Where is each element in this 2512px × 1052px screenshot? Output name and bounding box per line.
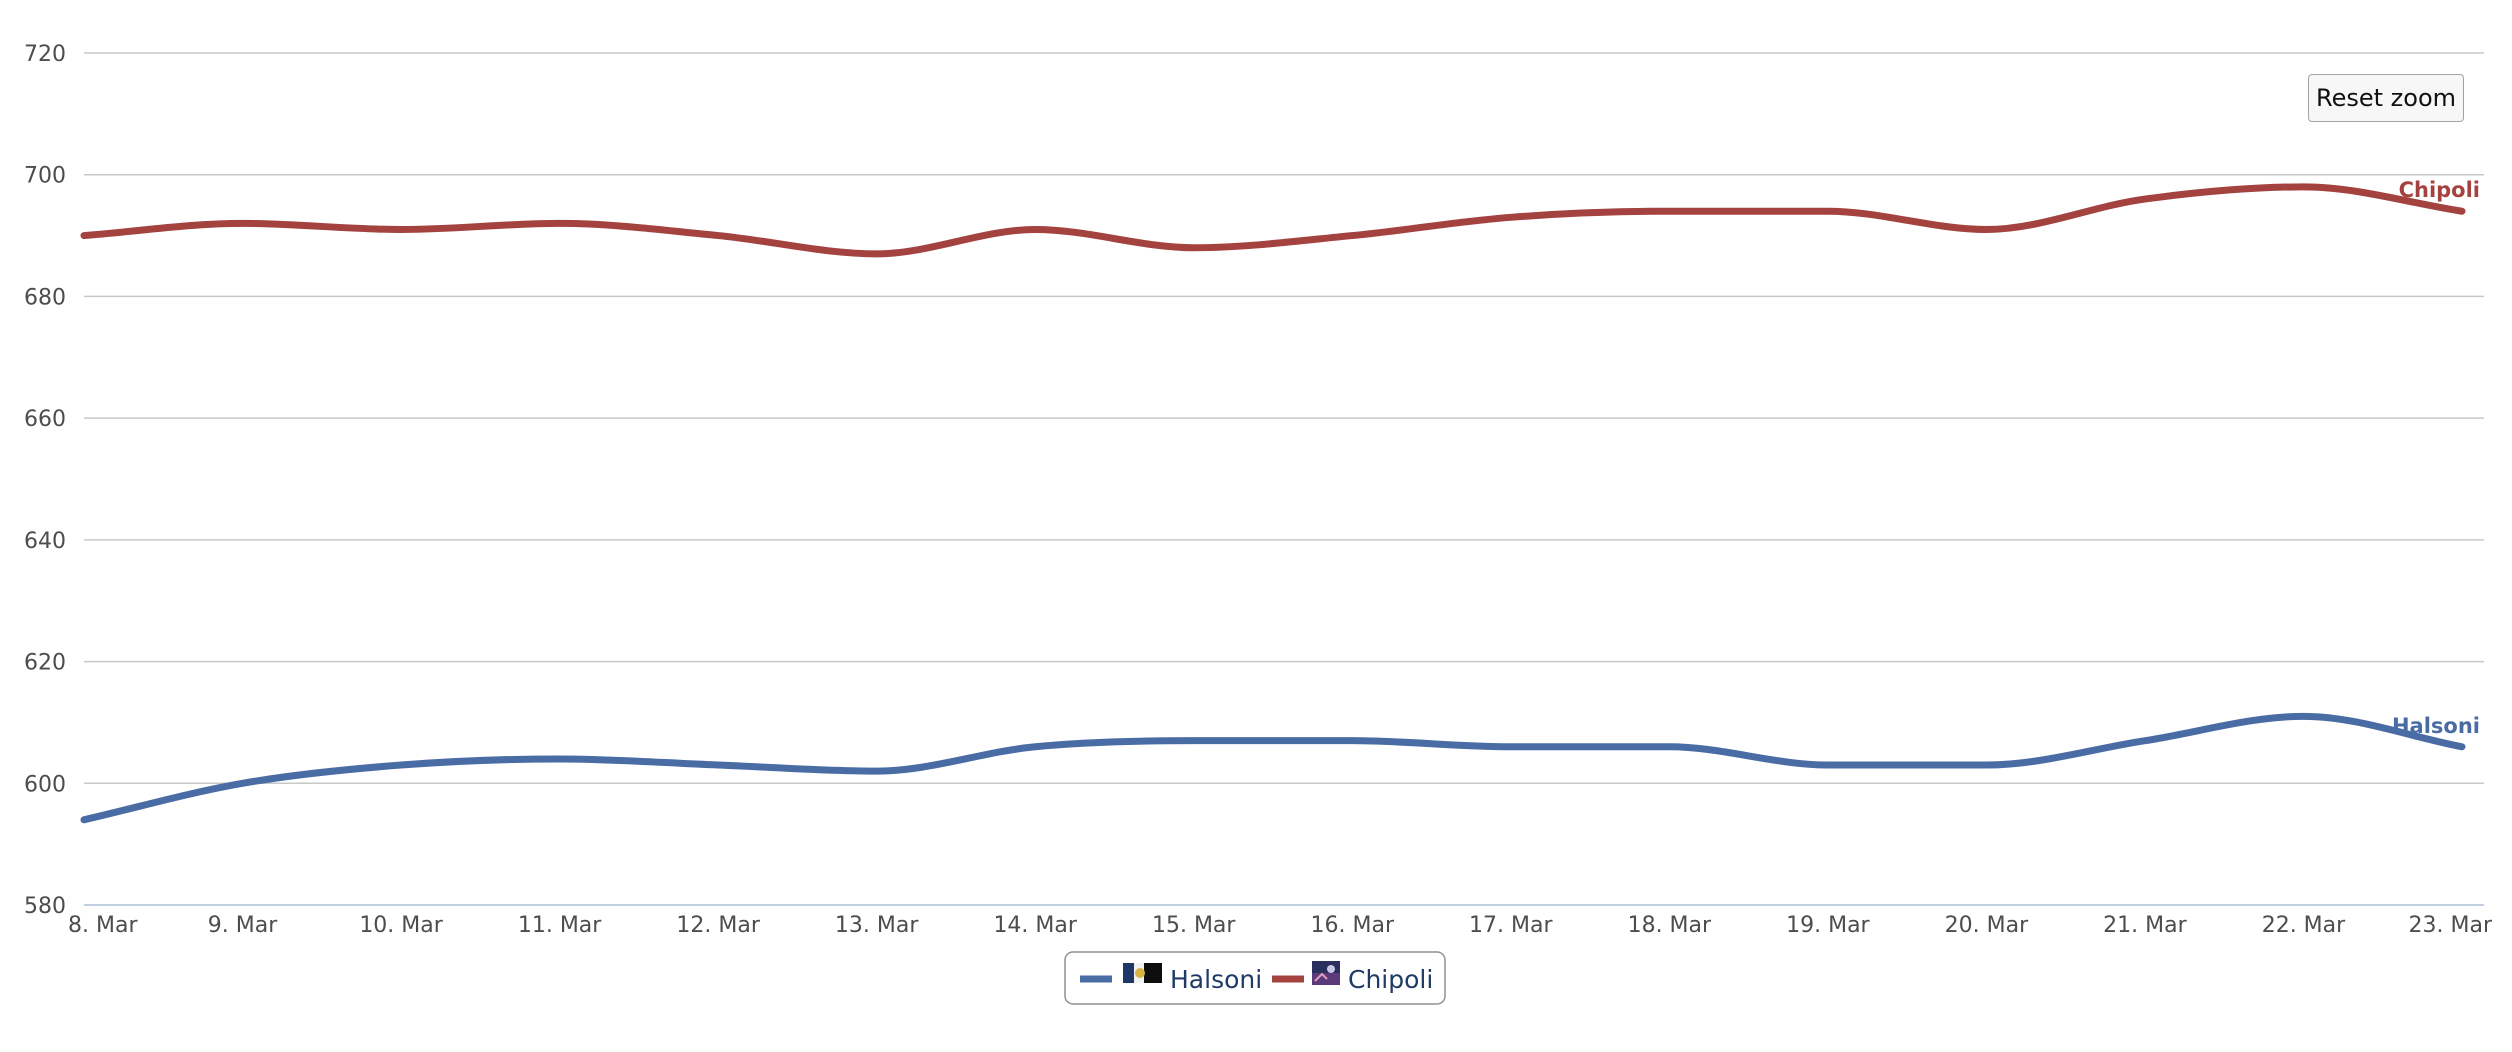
y-tick-label: 720 [24,42,66,67]
y-tick-label: 680 [24,285,66,310]
x-tick-label: 11. Mar [518,913,602,938]
x-tick-label: 13. Mar [835,913,919,938]
y-tick-label: 660 [24,407,66,432]
y-tick-label: 600 [24,772,66,797]
flag-icon [1123,963,1162,983]
x-tick-label: 15. Mar [1152,913,1236,938]
gridlines [84,52,2484,785]
reset-zoom-button[interactable]: Reset zoom [2308,74,2464,122]
legend-label: Chipoli [1348,965,1433,994]
y-tick-label: 580 [24,894,66,919]
x-tick-label: 14. Mar [993,913,1077,938]
x-tick-label: 18. Mar [1628,913,1712,938]
x-tick-label: 21. Mar [2103,913,2187,938]
series-end-labels: Halsoni Chipoli [2392,178,2480,738]
x-tick-label: 23. Mar [2409,913,2493,938]
legend-item-halsoni[interactable]: Halsoni [1080,963,1262,994]
series-lines [80,183,2466,824]
x-tick-label: 19. Mar [1786,913,1870,938]
y-axis: 580 600 620 640 660 680 700 720 [24,42,66,919]
x-tick-label: 17. Mar [1469,913,1553,938]
series-end-label: Halsoni [2392,714,2480,738]
x-tick-label: 12. Mar [676,913,760,938]
legend-item-chipoli[interactable]: Chipoli [1272,961,1433,994]
y-tick-label: 620 [24,651,66,676]
x-axis-tick-labels: 8. Mar 9. Mar 10. Mar 11. Mar 12. Mar 13. Mar… [68,913,2493,938]
x-tick-label: 20. Mar [1945,913,2029,938]
x-tick-label: 8. Mar [68,913,138,938]
x-tick-label: 9. Mar [208,913,278,938]
x-tick-label: 10. Mar [359,913,443,938]
y-tick-label: 640 [24,529,66,554]
x-tick-label: 22. Mar [2262,913,2346,938]
series-line-chipoli [80,183,2466,258]
y-tick-label: 700 [24,164,66,189]
series-end-label: Chipoli [2399,178,2480,202]
flag-icon [1312,961,1340,985]
series-line-halsoni [80,712,2466,824]
legend-label: Halsoni [1170,965,1262,994]
legend: Halsoni Chipoli [1064,951,1446,1005]
x-tick-label: 16. Mar [1311,913,1395,938]
